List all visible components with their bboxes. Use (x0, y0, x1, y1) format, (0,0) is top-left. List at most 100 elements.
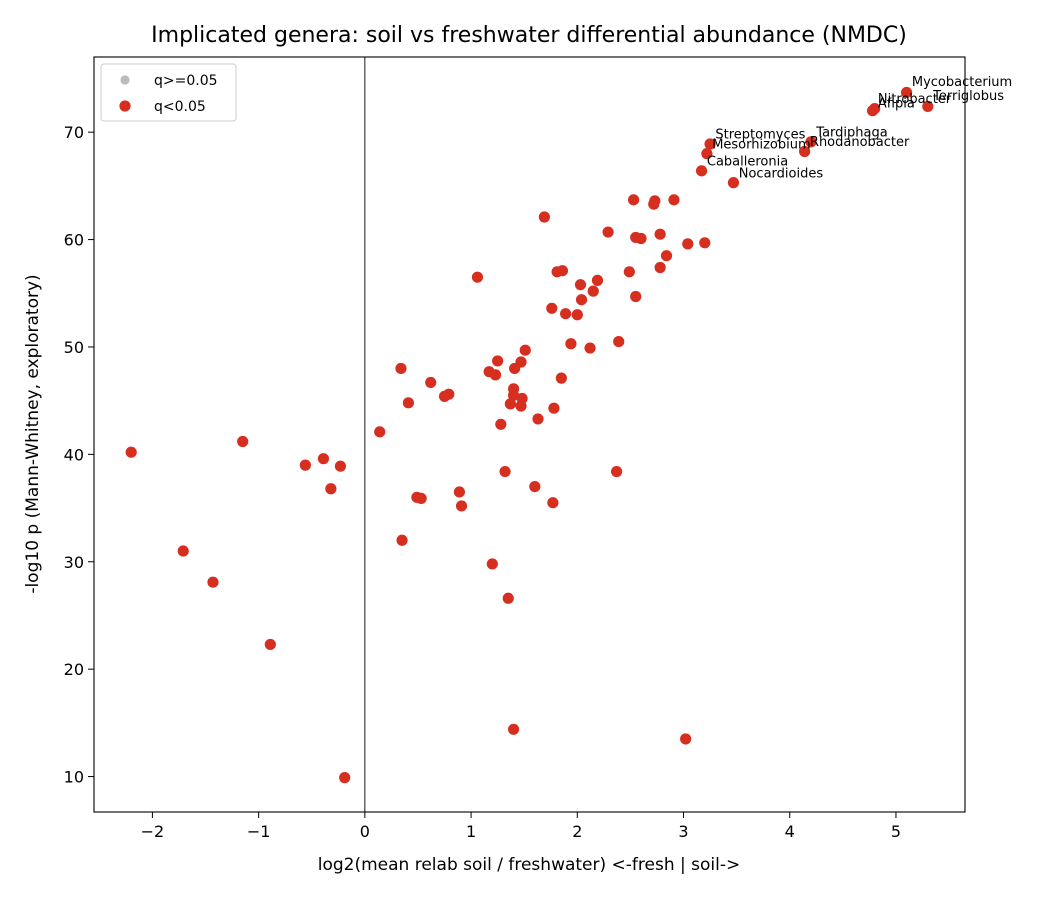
data-point (555, 372, 567, 384)
point-annotation: Rhodanobacter (810, 135, 910, 150)
data-point (207, 576, 219, 588)
x-tick-label: 2 (572, 822, 582, 841)
data-point (682, 238, 694, 250)
point-annotation: Caballeronia (707, 154, 788, 169)
y-tick-label: 70 (64, 123, 84, 142)
data-point (395, 362, 407, 375)
point-annotation: Terriglobus (932, 89, 1004, 104)
x-tick-label: 1 (466, 822, 476, 841)
data-point (695, 165, 708, 177)
y-tick-label: 40 (64, 445, 84, 464)
point-annotation: Streptomyces (715, 128, 805, 143)
y-tick-label: 10 (64, 768, 84, 787)
data-point (630, 290, 642, 303)
data-point (499, 465, 511, 478)
data-point (177, 545, 189, 557)
data-point (547, 497, 559, 509)
data-point (591, 274, 604, 286)
point-annotation: Afipia (878, 96, 915, 111)
point-annotation: Nitrobacter (878, 92, 952, 107)
data-point (486, 558, 498, 570)
data-point (507, 389, 520, 401)
legend-label: q>=0.05 (154, 73, 218, 89)
data-point (425, 376, 437, 389)
legend-label: q<0.05 (154, 99, 206, 115)
data-point (264, 638, 276, 651)
data-point (648, 198, 660, 210)
plot-area (94, 57, 965, 812)
data-point (900, 86, 913, 99)
scatter-points (125, 86, 934, 784)
data-point (453, 486, 465, 498)
data-point (455, 500, 468, 512)
data-point (402, 397, 415, 409)
x-tick-label: −1 (247, 822, 271, 841)
data-point (519, 344, 531, 356)
y-tick-label: 50 (64, 338, 84, 357)
x-axis-label: log2(mean relab soil / freshwater) <-fre… (318, 855, 740, 875)
point-annotation: Tardiphaga (815, 125, 887, 140)
data-point (635, 232, 647, 245)
data-point (805, 136, 817, 148)
y-tick-label: 60 (64, 231, 84, 250)
data-point (504, 398, 516, 410)
data-point (495, 418, 507, 430)
data-point (654, 228, 666, 240)
chart-title: Implicated genera: soil vs freshwater di… (151, 23, 907, 48)
data-point (237, 435, 249, 448)
data-point (699, 237, 711, 249)
data-point (556, 265, 569, 277)
data-point (415, 492, 427, 505)
data-point (125, 446, 137, 458)
point-annotation: Nocardioides (739, 166, 824, 181)
data-point (668, 194, 680, 206)
y-axis-label: -log10 p (Mann-Whitney, exploratory) (23, 274, 43, 593)
data-point (325, 483, 337, 495)
axes: −2 −1 0 1 2 3 4 5 10 20 30 40 50 60 70 (64, 56, 966, 841)
y-tick-label: 30 (64, 553, 84, 572)
data-point (317, 453, 330, 465)
data-point (602, 226, 614, 238)
data-point (509, 362, 521, 375)
data-point (471, 271, 484, 283)
data-point (546, 302, 558, 314)
data-point (334, 460, 347, 472)
data-point (575, 294, 588, 306)
data-point (560, 308, 572, 320)
x-tick-label: 5 (891, 822, 901, 841)
point-annotation: Mycobacterium (912, 75, 1012, 90)
data-point (704, 138, 716, 150)
data-point (532, 413, 544, 425)
data-point (701, 148, 713, 160)
data-point (627, 194, 640, 206)
data-point (443, 388, 455, 400)
data-point (866, 105, 879, 117)
data-point (623, 266, 635, 278)
data-point (571, 309, 583, 321)
data-point (680, 733, 692, 745)
point-annotation: Mesorhizobium (712, 137, 810, 152)
data-point (507, 723, 520, 735)
data-point (489, 369, 502, 381)
data-point (660, 250, 673, 262)
data-point (587, 285, 599, 297)
plot-frame (93, 56, 966, 813)
data-point (374, 426, 386, 438)
data-point (565, 338, 577, 350)
data-point (922, 100, 934, 113)
data-point (299, 459, 311, 471)
point-annotations: MycobacteriumTerriglobusNitrobacterAfipi… (707, 75, 1012, 181)
data-point (613, 336, 625, 348)
data-point (538, 211, 550, 223)
data-point (529, 480, 541, 493)
plot-background (94, 57, 965, 812)
data-point (654, 261, 666, 274)
x-tick-label: 3 (678, 822, 688, 841)
data-point (584, 342, 596, 354)
legend-box (100, 63, 237, 122)
data-point (799, 145, 811, 158)
legend-marker (120, 75, 130, 85)
legend-marker (119, 100, 131, 112)
data-point (574, 279, 587, 291)
